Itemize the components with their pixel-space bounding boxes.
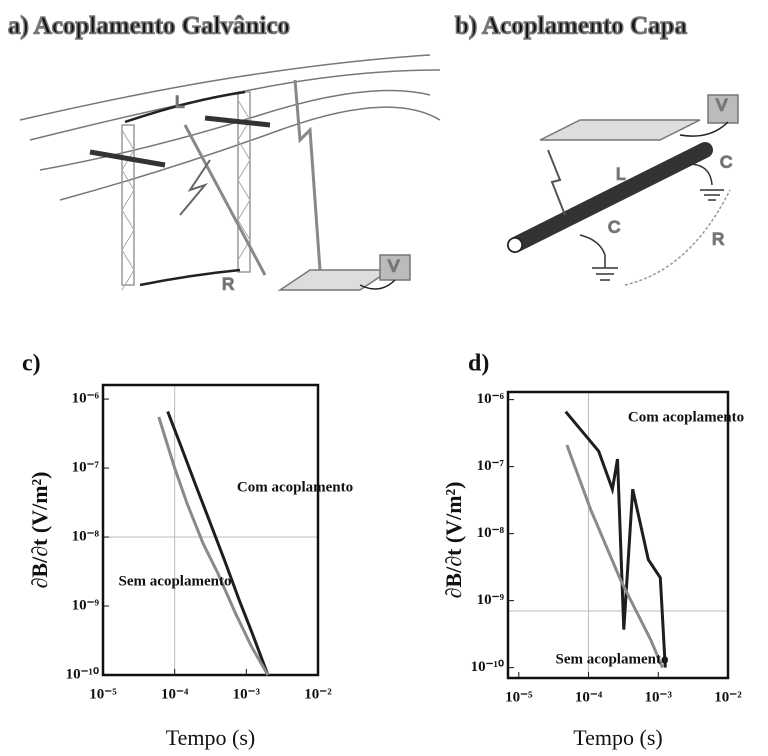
series-label: Com acoplamento — [237, 479, 353, 495]
x-tick-label: 10⁻⁴ — [161, 686, 189, 702]
y-tick-label: 10⁻⁹ — [477, 592, 505, 608]
diagram-label: L — [616, 164, 625, 183]
y-tick-label: 10⁻⁹ — [72, 597, 100, 613]
diagram-label: R — [222, 274, 234, 293]
chart-title: d) — [468, 351, 489, 377]
diagram-b: b) Acoplamento Capa V L C C R — [454, 12, 739, 286]
x-axis-label: Tempo (s) — [573, 725, 663, 750]
diagram-label: V — [388, 256, 400, 275]
plot-frame — [506, 390, 730, 680]
y-axis-label: ∂B/∂t (V/m²) — [27, 472, 52, 589]
x-axis-label: Tempo (s) — [166, 725, 256, 750]
x-tick-label: 10⁻⁵ — [505, 689, 533, 705]
x-tick-label: 10⁻³ — [233, 686, 261, 702]
panel-title: b) Acoplamento Capa — [455, 13, 687, 40]
y-tick-label: 10⁻⁸ — [477, 525, 505, 541]
y-axis-label: ∂B/∂t (V/m²) — [441, 482, 466, 599]
series-line — [166, 410, 270, 676]
diagram-a: a) Acoplamento Galvânico L R V — [7, 12, 441, 294]
y-tick-label: 10⁻⁶ — [477, 391, 505, 407]
x-tick-label: 10⁻² — [304, 686, 332, 702]
y-tick-label: 10⁻¹⁰ — [471, 659, 504, 675]
series-label: Sem acoplamento — [119, 573, 232, 589]
y-tick-label: 10⁻¹⁰ — [66, 666, 99, 682]
series-line — [157, 416, 270, 676]
series-label: Sem acoplamento — [556, 651, 669, 667]
x-tick-label: 10⁻³ — [645, 689, 673, 705]
plot-frame — [101, 383, 320, 677]
diagram-label: V — [716, 95, 728, 114]
x-tick-label: 10⁻² — [714, 689, 742, 705]
diagram-label: L — [175, 92, 184, 111]
y-tick-label: 10⁻⁸ — [72, 528, 100, 544]
panel-title: a) Acoplamento Galvânico — [8, 13, 290, 40]
y-tick-label: 10⁻⁶ — [72, 391, 100, 407]
series-line — [565, 444, 664, 669]
x-tick-label: 10⁻⁵ — [89, 686, 117, 702]
x-tick-label: 10⁻⁴ — [575, 689, 603, 705]
diagram-label: C — [720, 152, 732, 171]
y-tick-label: 10⁻⁷ — [477, 458, 505, 474]
series-label: Com acoplamento — [628, 409, 744, 425]
series-line — [564, 410, 667, 668]
y-tick-label: 10⁻⁷ — [72, 459, 100, 475]
diagram-label: C — [608, 217, 620, 236]
chart-title: c) — [22, 351, 41, 377]
diagram-label: R — [712, 229, 724, 248]
